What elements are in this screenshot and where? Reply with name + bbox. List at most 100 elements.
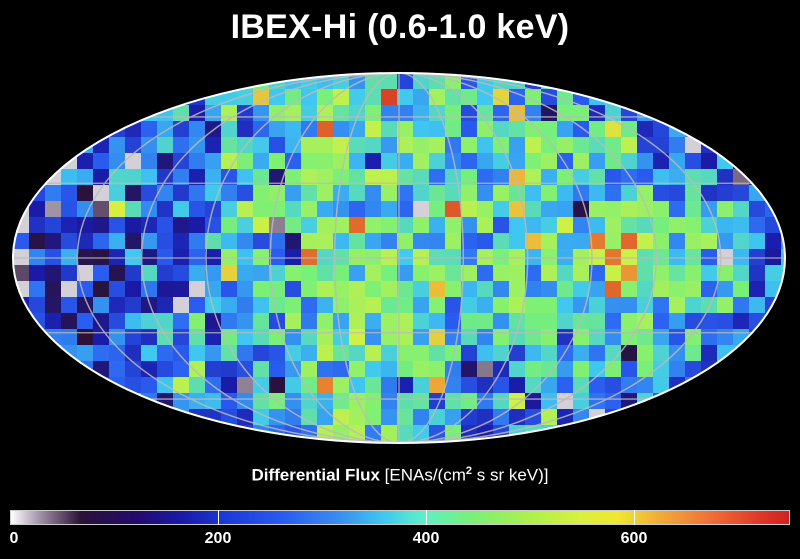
flux-pixel [45,425,62,442]
flux-pixel [669,201,686,218]
flux-pixel [29,377,46,394]
flux-pixel [93,105,110,122]
flux-pixel [397,73,414,90]
flux-pixel [717,73,734,90]
flux-pixel [109,249,126,266]
flux-pixel [141,377,158,394]
flux-pixel [717,137,734,154]
flux-pixel [253,313,270,330]
flux-pixel [525,73,542,90]
flux-pixel [493,233,510,250]
flux-pixel [637,233,654,250]
flux-pixel [685,217,702,234]
flux-pixel [685,201,702,218]
flux-pixel [381,169,398,186]
flux-pixel [477,441,494,443]
flux-pixel [141,169,158,186]
flux-pixel [733,105,750,122]
flux-pixel [141,345,158,362]
flux-pixel [381,345,398,362]
flux-pixel [637,89,654,106]
flux-pixel [205,393,222,410]
flux-pixel [125,441,142,443]
flux-pixel [237,217,254,234]
flux-pixel [605,185,622,202]
flux-pixel [77,153,94,170]
flux-pixel [637,329,654,346]
flux-pixel [221,329,238,346]
flux-pixel [45,393,62,410]
flux-pixel [541,393,558,410]
flux-pixel [29,345,46,362]
flux-pixel [29,249,46,266]
flux-pixel [397,345,414,362]
flux-pixel [573,393,590,410]
flux-pixel [589,345,606,362]
flux-pixel [461,281,478,298]
flux-pixel [541,297,558,314]
flux-pixel [269,297,286,314]
flux-pixel [461,137,478,154]
flux-pixel [189,265,206,282]
flux-pixel [13,137,30,154]
flux-pixel [637,153,654,170]
flux-pixel [669,393,686,410]
flux-pixel [493,329,510,346]
flux-pixel [701,121,718,138]
flux-pixel [61,441,78,443]
flux-pixel [157,153,174,170]
flux-pixel [413,281,430,298]
flux-pixel [781,297,785,314]
flux-pixel [621,185,638,202]
flux-pixel [429,217,446,234]
flux-pixel [541,377,558,394]
flux-pixel [717,169,734,186]
flux-pixel [29,89,46,106]
flux-pixel [573,185,590,202]
flux-pixel [653,329,670,346]
flux-pixel [77,345,94,362]
flux-pixel [93,185,110,202]
flux-pixel [637,409,654,426]
flux-pixel [45,313,62,330]
flux-pixel [781,313,785,330]
flux-pixel [701,313,718,330]
flux-pixel [653,409,670,426]
flux-pixel [781,169,785,186]
colorbar-tick-label-0: 0 [9,530,19,547]
flux-pixel [765,185,782,202]
flux-pixel [141,441,158,443]
flux-pixel [701,217,718,234]
flux-pixel [109,153,126,170]
flux-pixel [189,217,206,234]
flux-pixel [557,425,574,442]
flux-pixel [189,425,206,442]
flux-pixel [397,249,414,266]
flux-pixel [29,153,46,170]
flux-pixel [93,393,110,410]
flux-pixel [13,361,30,378]
meridian-line [269,73,529,443]
flux-pixel [653,217,670,234]
flux-pixel [61,409,78,426]
flux-pixel [605,361,622,378]
flux-pixel [205,345,222,362]
flux-pixel [669,105,686,122]
flux-pixel [621,73,638,90]
flux-pixel [269,345,286,362]
flux-pixel [717,441,734,443]
flux-pixel [317,153,334,170]
flux-pixel [125,233,142,250]
flux-pixel [429,265,446,282]
flux-pixel [301,121,318,138]
flux-pixel [253,297,270,314]
flux-pixel [381,425,398,442]
flux-pixel [557,73,574,90]
flux-pixel [685,105,702,122]
flux-pixel [429,425,446,442]
flux-pixel [109,201,126,218]
flux-pixel [397,425,414,442]
flux-pixel [269,137,286,154]
flux-pixel [45,361,62,378]
flux-pixel [333,393,350,410]
